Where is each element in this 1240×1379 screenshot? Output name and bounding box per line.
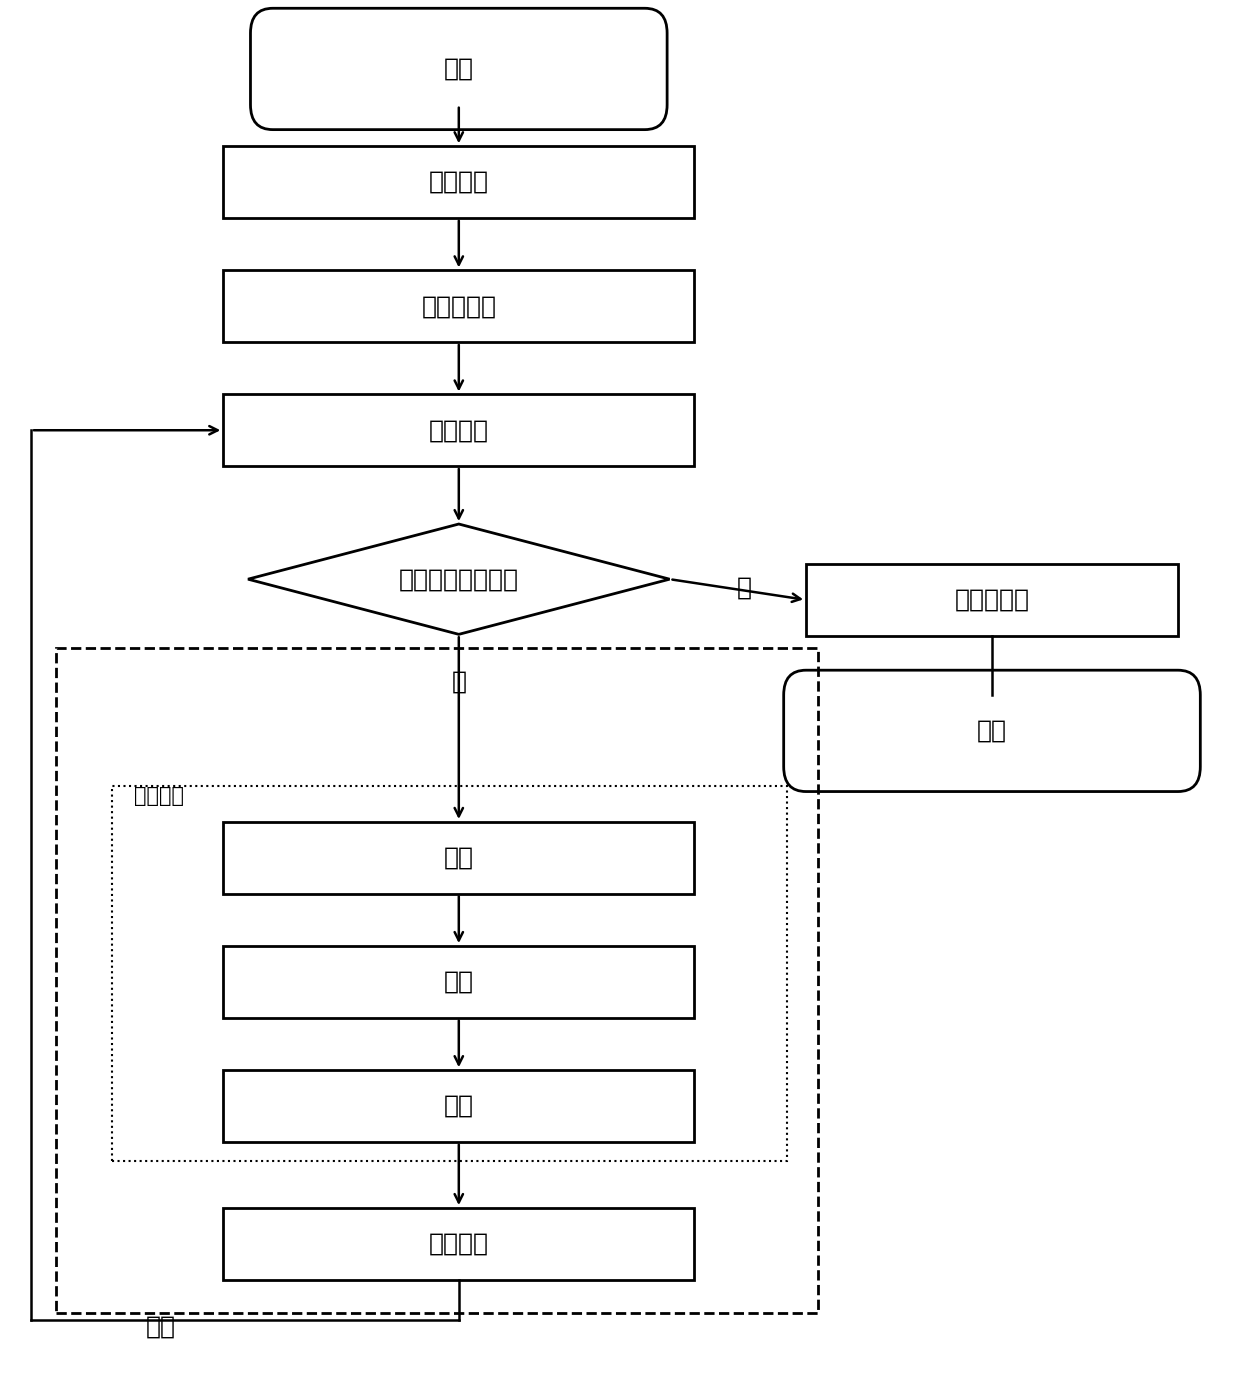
Text: 输出最优值: 输出最优值: [955, 587, 1029, 612]
Bar: [223, 146, 694, 218]
Polygon shape: [248, 524, 670, 634]
Text: 评估种群: 评估种群: [429, 418, 489, 443]
Text: 是否满足终止条件: 是否满足终止条件: [399, 567, 518, 592]
Text: 交叉: 交叉: [444, 969, 474, 994]
Bar: [112, 786, 787, 1161]
FancyBboxPatch shape: [784, 670, 1200, 792]
Bar: [223, 1208, 694, 1280]
Text: 禁忌搜索: 禁忌搜索: [429, 1231, 489, 1256]
Text: 开始: 开始: [444, 57, 474, 81]
Text: 迭代: 迭代: [146, 1314, 176, 1339]
Text: 选择: 选择: [444, 845, 474, 870]
Text: 结束: 结束: [977, 718, 1007, 743]
Text: 初始化种群: 初始化种群: [422, 294, 496, 319]
Bar: [806, 564, 1178, 636]
Bar: [56, 648, 818, 1313]
Bar: [223, 946, 694, 1018]
Bar: [223, 822, 694, 894]
Text: 否: 否: [451, 669, 466, 694]
Bar: [223, 394, 694, 466]
Text: 遗传操作: 遗传操作: [134, 786, 184, 805]
Bar: [223, 1070, 694, 1142]
Text: 是: 是: [737, 575, 751, 600]
Text: 变异: 变异: [444, 1094, 474, 1118]
Bar: [223, 270, 694, 342]
FancyBboxPatch shape: [250, 8, 667, 130]
Text: 参数设置: 参数设置: [429, 170, 489, 194]
